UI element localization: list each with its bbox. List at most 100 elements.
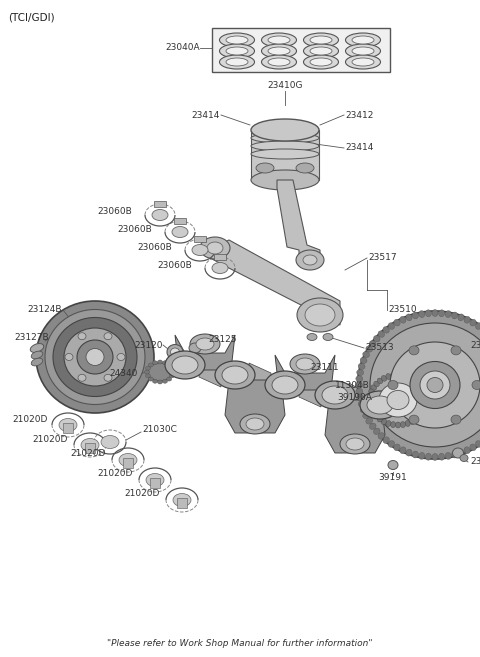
Ellipse shape bbox=[400, 316, 406, 323]
Ellipse shape bbox=[417, 381, 422, 387]
Polygon shape bbox=[325, 400, 385, 453]
Ellipse shape bbox=[251, 170, 319, 190]
Ellipse shape bbox=[409, 346, 419, 355]
Ellipse shape bbox=[422, 402, 429, 407]
Text: 23040A: 23040A bbox=[166, 43, 200, 53]
Ellipse shape bbox=[396, 372, 400, 378]
Bar bbox=[194, 236, 206, 242]
Ellipse shape bbox=[388, 323, 395, 329]
Ellipse shape bbox=[167, 363, 172, 367]
Ellipse shape bbox=[170, 348, 180, 356]
Ellipse shape bbox=[369, 389, 374, 394]
Ellipse shape bbox=[378, 433, 384, 439]
Ellipse shape bbox=[104, 374, 112, 381]
Ellipse shape bbox=[226, 47, 248, 55]
Ellipse shape bbox=[409, 375, 415, 381]
Polygon shape bbox=[349, 383, 366, 417]
Ellipse shape bbox=[101, 436, 119, 449]
Ellipse shape bbox=[382, 419, 386, 424]
Ellipse shape bbox=[374, 413, 379, 419]
Ellipse shape bbox=[464, 316, 470, 323]
Ellipse shape bbox=[452, 312, 458, 319]
Polygon shape bbox=[277, 180, 320, 265]
Ellipse shape bbox=[406, 449, 412, 456]
Text: 23200B: 23200B bbox=[470, 340, 480, 350]
Bar bbox=[212, 28, 390, 72]
Ellipse shape bbox=[391, 422, 396, 428]
Text: 21020D: 21020D bbox=[97, 470, 133, 478]
Ellipse shape bbox=[153, 379, 157, 383]
Ellipse shape bbox=[268, 58, 290, 66]
Text: 23510: 23510 bbox=[388, 306, 417, 315]
Ellipse shape bbox=[64, 328, 126, 386]
Ellipse shape bbox=[377, 378, 383, 384]
Ellipse shape bbox=[391, 373, 396, 378]
Ellipse shape bbox=[153, 361, 157, 365]
Ellipse shape bbox=[303, 55, 338, 69]
Text: 11304B: 11304B bbox=[335, 380, 370, 390]
Ellipse shape bbox=[383, 327, 389, 333]
Text: 23060B: 23060B bbox=[157, 261, 192, 271]
Ellipse shape bbox=[358, 363, 365, 369]
Text: 24340: 24340 bbox=[109, 369, 138, 378]
Ellipse shape bbox=[346, 33, 381, 47]
Text: 21030C: 21030C bbox=[142, 426, 177, 434]
Ellipse shape bbox=[357, 394, 364, 401]
Ellipse shape bbox=[346, 438, 364, 450]
Ellipse shape bbox=[413, 417, 419, 422]
Ellipse shape bbox=[226, 36, 248, 44]
Polygon shape bbox=[225, 380, 285, 433]
Ellipse shape bbox=[148, 363, 153, 367]
Ellipse shape bbox=[439, 453, 444, 460]
Ellipse shape bbox=[222, 366, 248, 384]
Ellipse shape bbox=[169, 366, 175, 370]
Ellipse shape bbox=[256, 163, 274, 173]
Polygon shape bbox=[299, 373, 321, 407]
Ellipse shape bbox=[310, 36, 332, 44]
Ellipse shape bbox=[219, 55, 254, 69]
Ellipse shape bbox=[400, 373, 406, 378]
Ellipse shape bbox=[358, 401, 365, 407]
Ellipse shape bbox=[322, 386, 348, 404]
Ellipse shape bbox=[367, 396, 393, 414]
Ellipse shape bbox=[45, 309, 145, 405]
Ellipse shape bbox=[272, 376, 298, 394]
Ellipse shape bbox=[390, 342, 480, 428]
Ellipse shape bbox=[307, 334, 317, 340]
Text: 23311A: 23311A bbox=[470, 457, 480, 466]
Ellipse shape bbox=[383, 437, 389, 443]
Ellipse shape bbox=[382, 375, 386, 381]
Ellipse shape bbox=[371, 410, 377, 415]
Ellipse shape bbox=[290, 354, 320, 374]
Ellipse shape bbox=[152, 210, 168, 221]
Ellipse shape bbox=[144, 370, 149, 374]
Ellipse shape bbox=[297, 298, 343, 332]
Ellipse shape bbox=[86, 348, 104, 365]
Ellipse shape bbox=[162, 361, 168, 365]
Ellipse shape bbox=[189, 343, 201, 353]
Ellipse shape bbox=[421, 406, 427, 411]
Text: 23060B: 23060B bbox=[97, 208, 132, 217]
Bar bbox=[150, 478, 160, 488]
Ellipse shape bbox=[157, 360, 163, 364]
Ellipse shape bbox=[367, 393, 373, 398]
Ellipse shape bbox=[262, 55, 297, 69]
Polygon shape bbox=[175, 335, 235, 370]
Ellipse shape bbox=[363, 351, 370, 357]
Ellipse shape bbox=[352, 58, 374, 66]
Ellipse shape bbox=[65, 353, 73, 361]
Ellipse shape bbox=[367, 397, 373, 403]
Text: 39191: 39191 bbox=[379, 474, 408, 482]
Ellipse shape bbox=[451, 415, 461, 424]
Ellipse shape bbox=[374, 381, 379, 387]
Bar bbox=[63, 423, 73, 433]
Ellipse shape bbox=[409, 419, 415, 424]
Ellipse shape bbox=[117, 353, 125, 361]
Ellipse shape bbox=[251, 141, 319, 151]
Text: 23120: 23120 bbox=[134, 340, 163, 350]
Ellipse shape bbox=[196, 338, 214, 350]
Text: 23414: 23414 bbox=[192, 110, 220, 120]
Ellipse shape bbox=[369, 406, 374, 411]
Text: 21020D: 21020D bbox=[12, 415, 48, 424]
Ellipse shape bbox=[77, 340, 113, 374]
